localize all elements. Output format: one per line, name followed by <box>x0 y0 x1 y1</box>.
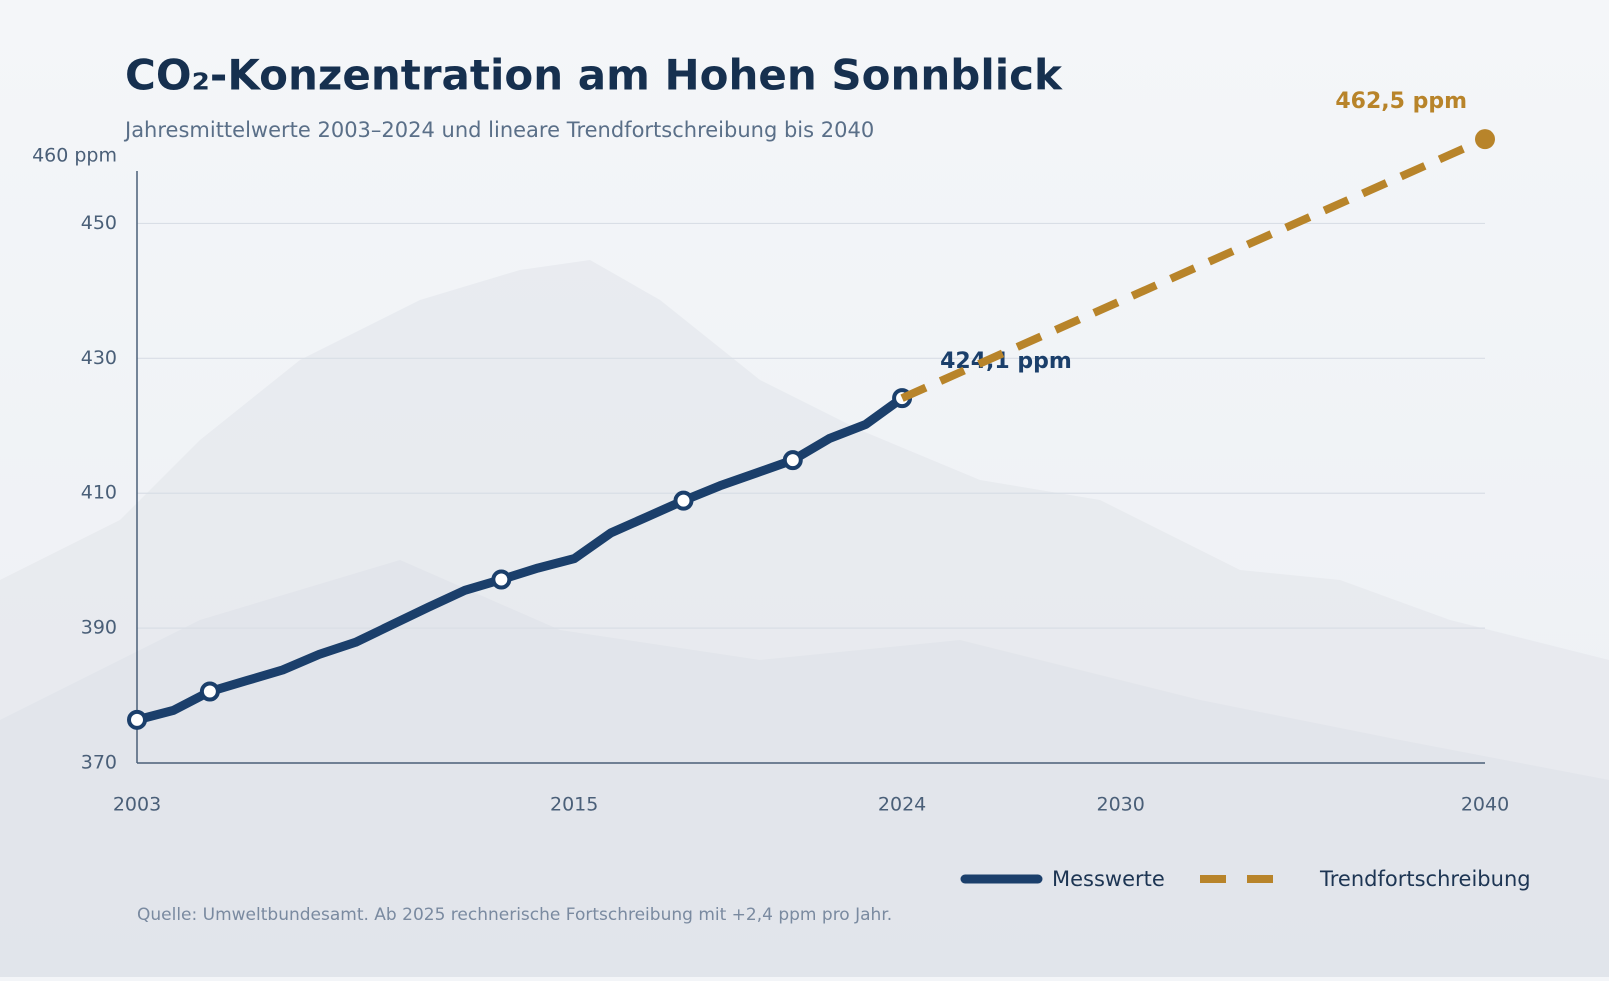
data-point <box>1475 129 1495 150</box>
data-point <box>491 569 512 590</box>
data-point <box>199 681 220 702</box>
y-tick-label: 410 <box>81 482 117 504</box>
x-tick-label: 2003 <box>113 794 161 816</box>
series-line <box>900 135 1487 402</box>
data-label: 462,5 ppm <box>1335 89 1467 114</box>
x-tick-label: 2040 <box>1461 794 1509 816</box>
legend-label: Messwerte <box>1052 867 1165 891</box>
y-tick-label: 450 <box>81 212 117 234</box>
x-tick-label: 2024 <box>878 794 926 816</box>
chart-subtitle: Jahresmittelwerte 2003–2024 und lineare … <box>123 118 874 142</box>
series-line <box>132 393 907 725</box>
y-tick-label: 430 <box>81 347 117 369</box>
plot-area: 370 390 410 430 450 460 ppm 2003 2015 2024 2030 20… <box>32 89 1531 891</box>
source-note: Quelle: Umweltbundesamt. Ab 2025 rechner… <box>137 905 892 925</box>
y-tick-label: 390 <box>81 617 117 639</box>
x-tick-label: 2015 <box>550 794 598 816</box>
y-tick-label: 370 <box>81 752 117 774</box>
data-point <box>782 450 803 471</box>
chart-title: CO₂-Konzentration am Hohen Sonnblick <box>125 51 1063 100</box>
data-point <box>673 490 694 511</box>
y-tick-label: 460 ppm <box>32 145 117 167</box>
data-point <box>127 709 147 730</box>
mountain-shade <box>0 560 1609 977</box>
legend-label: Trendfortschreibung <box>1319 867 1531 891</box>
x-tick-label: 2030 <box>1096 794 1144 816</box>
